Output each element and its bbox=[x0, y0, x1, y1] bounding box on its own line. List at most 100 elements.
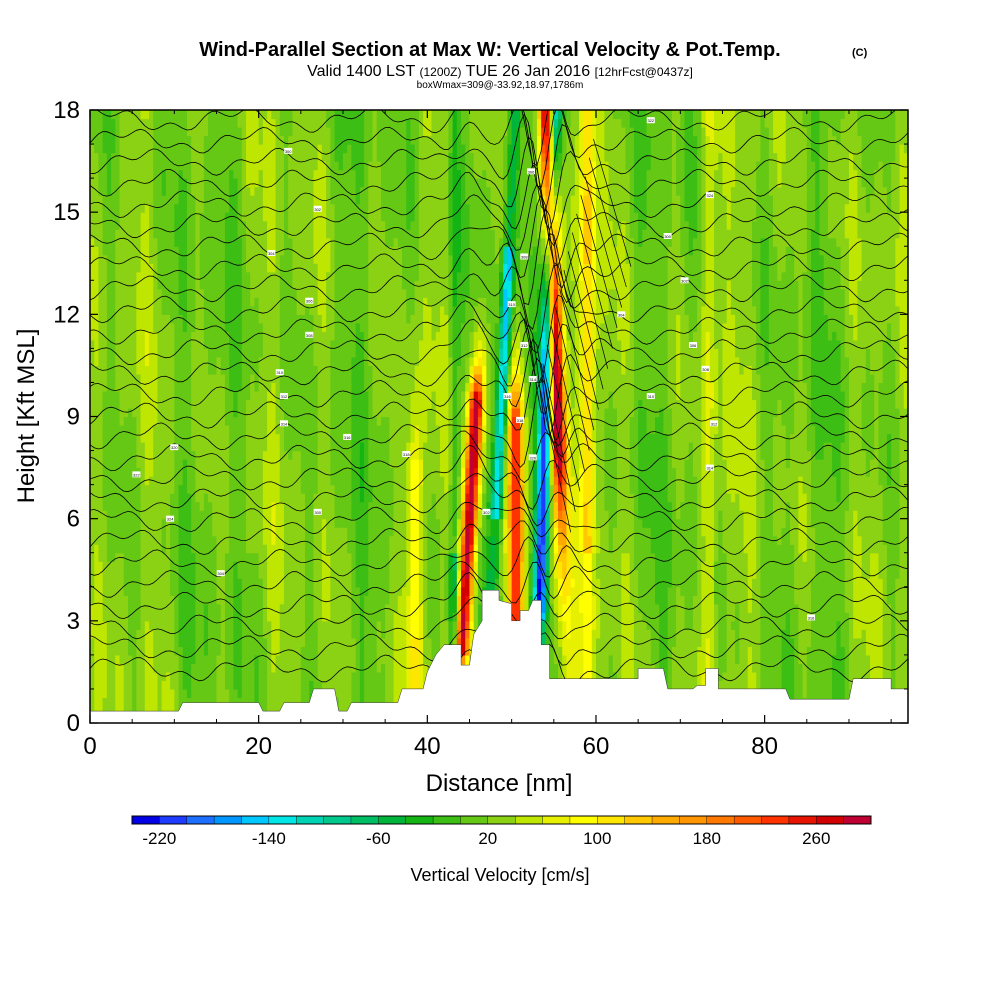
velocity-cell bbox=[149, 203, 154, 213]
velocity-cell bbox=[132, 450, 137, 460]
velocity-cell bbox=[372, 697, 378, 707]
velocity-cell bbox=[115, 476, 121, 486]
velocity-cell bbox=[149, 135, 154, 145]
velocity-cell bbox=[300, 493, 306, 503]
velocity-cell bbox=[132, 561, 137, 571]
velocity-cell bbox=[233, 271, 239, 281]
velocity-cell bbox=[368, 646, 374, 656]
velocity-cell bbox=[233, 535, 239, 545]
velocity-cell bbox=[220, 229, 226, 239]
velocity-cell bbox=[347, 484, 353, 494]
velocity-cell bbox=[355, 288, 361, 298]
velocity-cell bbox=[115, 135, 121, 145]
velocity-cell bbox=[368, 425, 374, 435]
velocity-cell bbox=[123, 237, 129, 247]
velocity-cell bbox=[359, 450, 365, 460]
velocity-cell bbox=[296, 510, 302, 520]
velocity-cell bbox=[288, 595, 293, 605]
velocity-cell bbox=[174, 246, 180, 256]
velocity-cell bbox=[98, 518, 104, 528]
velocity-cell bbox=[161, 416, 167, 426]
velocity-cell bbox=[267, 152, 272, 162]
velocity-cell bbox=[334, 433, 340, 443]
velocity-cell bbox=[98, 501, 104, 511]
velocity-cell bbox=[191, 578, 197, 588]
velocity-cell bbox=[300, 152, 306, 162]
velocity-cell bbox=[220, 697, 226, 707]
velocity-cell bbox=[275, 552, 281, 562]
velocity-cell bbox=[283, 110, 289, 120]
velocity-cell bbox=[233, 493, 239, 503]
velocity-cell bbox=[106, 433, 112, 443]
velocity-cell bbox=[355, 237, 361, 247]
velocity-cell bbox=[157, 637, 163, 647]
velocity-cell bbox=[292, 314, 298, 324]
velocity-cell bbox=[246, 663, 251, 673]
velocity-cell bbox=[326, 467, 331, 477]
velocity-cell bbox=[106, 535, 112, 545]
velocity-cell bbox=[224, 544, 230, 554]
velocity-cell bbox=[330, 161, 336, 171]
velocity-cell bbox=[347, 646, 353, 656]
velocity-cell bbox=[309, 339, 315, 349]
velocity-cell bbox=[153, 382, 159, 392]
velocity-cell bbox=[149, 697, 154, 707]
velocity-cell bbox=[165, 322, 171, 332]
velocity-cell bbox=[364, 254, 369, 264]
velocity-cell bbox=[317, 144, 323, 154]
velocity-cell bbox=[149, 705, 154, 716]
velocity-cell bbox=[351, 561, 357, 571]
velocity-cell bbox=[292, 433, 298, 443]
velocity-cell bbox=[262, 212, 268, 222]
velocity-cell bbox=[338, 620, 344, 630]
velocity-cell bbox=[106, 246, 112, 256]
velocity-cell bbox=[334, 339, 340, 349]
velocity-cell bbox=[368, 663, 374, 673]
velocity-cell bbox=[98, 688, 104, 699]
velocity-cell bbox=[178, 450, 184, 460]
velocity-cell bbox=[123, 135, 129, 145]
velocity-cell bbox=[220, 459, 226, 469]
velocity-cell bbox=[262, 484, 268, 494]
velocity-cell bbox=[111, 254, 116, 264]
velocity-cell bbox=[372, 586, 378, 596]
velocity-cell bbox=[233, 348, 239, 358]
velocity-cell bbox=[359, 637, 365, 647]
velocity-cell bbox=[237, 612, 243, 622]
velocity-cell bbox=[271, 322, 277, 332]
velocity-cell bbox=[351, 569, 357, 579]
velocity-cell bbox=[347, 118, 353, 128]
velocity-cell bbox=[153, 705, 159, 716]
velocity-cell bbox=[203, 254, 209, 264]
velocity-cell bbox=[254, 365, 260, 375]
velocity-cell bbox=[140, 178, 146, 188]
velocity-cell bbox=[305, 118, 310, 128]
velocity-cell bbox=[186, 280, 192, 290]
velocity-cell bbox=[94, 263, 100, 273]
velocity-cell bbox=[170, 671, 175, 682]
velocity-cell bbox=[191, 135, 197, 145]
plot-area: 3003023043063083103123143163183203223243… bbox=[90, 110, 908, 723]
velocity-cell bbox=[246, 518, 251, 528]
velocity-cell bbox=[334, 501, 340, 511]
velocity-cell bbox=[283, 493, 289, 503]
velocity-cell bbox=[229, 305, 234, 315]
velocity-cell bbox=[144, 382, 150, 392]
velocity-cell bbox=[241, 527, 247, 537]
velocity-cell bbox=[368, 169, 374, 179]
velocity-cell bbox=[355, 433, 361, 443]
velocity-cell bbox=[271, 595, 277, 605]
velocity-cell bbox=[258, 314, 264, 324]
velocity-cell bbox=[153, 671, 159, 682]
velocity-cell bbox=[334, 152, 340, 162]
velocity-cell bbox=[229, 586, 234, 596]
velocity-cell bbox=[203, 680, 209, 690]
velocity-cell bbox=[90, 425, 95, 435]
velocity-cell bbox=[254, 680, 260, 690]
velocity-cell bbox=[119, 322, 125, 332]
velocity-cell bbox=[300, 595, 306, 605]
velocity-cell bbox=[275, 203, 281, 213]
velocity-cell bbox=[195, 263, 201, 273]
velocity-cell bbox=[334, 578, 340, 588]
velocity-cell bbox=[347, 178, 353, 188]
